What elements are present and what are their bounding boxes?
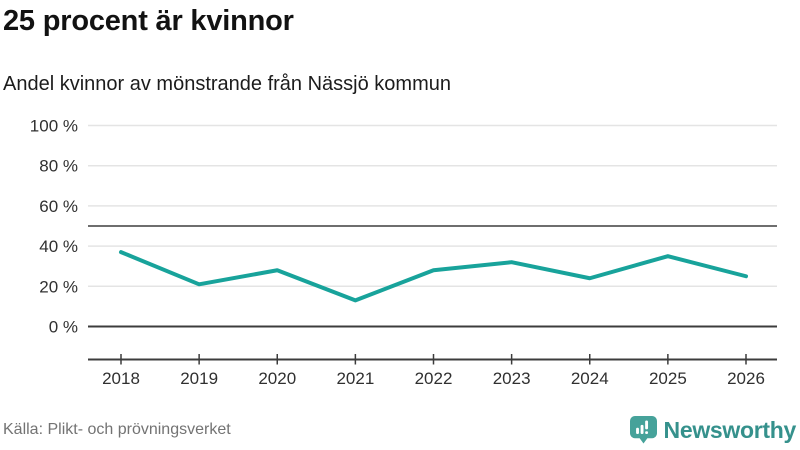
x-tick-label: 2022	[415, 369, 453, 388]
newsworthy-logo: Newsworthy	[629, 415, 797, 445]
x-tick-label: 2021	[336, 369, 374, 388]
x-tick-label: 2019	[180, 369, 218, 388]
y-tick-label: 80 %	[39, 157, 78, 176]
x-tick-label: 2024	[571, 369, 609, 388]
y-tick-label: 20 %	[39, 277, 78, 296]
x-tick-label: 2018	[102, 369, 140, 388]
y-tick-label: 0 %	[49, 318, 78, 337]
chart-subtitle: Andel kvinnor av mönstrande från Nässjö …	[3, 73, 451, 95]
chart-footer: Källa: Plikt- och prövningsverket Newswo…	[3, 413, 796, 447]
source-note: Källa: Plikt- och prövningsverket	[3, 421, 231, 438]
y-tick-label: 60 %	[39, 197, 78, 216]
newsworthy-logo-icon	[629, 415, 657, 444]
x-tick-label: 2020	[258, 369, 296, 388]
x-tick-label: 2025	[649, 369, 687, 388]
line-chart: 0 % 20 % 40 % 60 % 80 % 100 % 2018 2019 2020 2021…	[30, 117, 777, 388]
y-tick-label: 40 %	[39, 237, 78, 256]
x-tick-label: 2023	[493, 369, 531, 388]
chart-title: 25 procent är kvinnor	[3, 5, 294, 37]
x-tick-label: 2026	[727, 369, 765, 388]
y-tick-label: 100 %	[30, 117, 78, 136]
newsworthy-logo-text: Newsworthy	[663, 416, 797, 443]
data-line	[119, 250, 748, 303]
